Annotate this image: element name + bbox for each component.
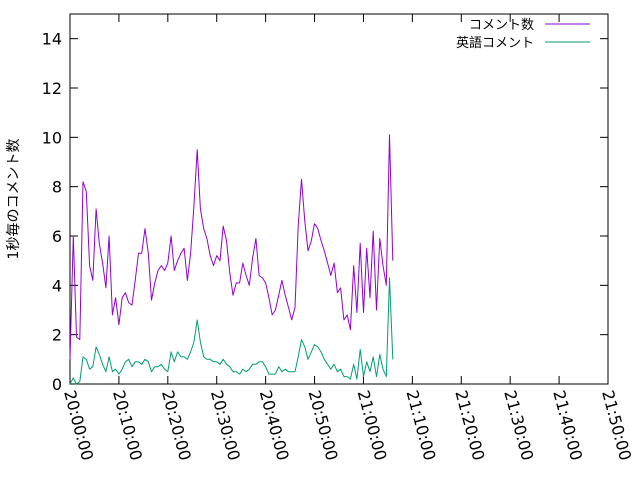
series-lines (69, 134, 394, 385)
x-tick-label: 20:10:00 (109, 388, 146, 462)
y-tick-label: 6 (52, 227, 62, 246)
x-tick-label: 20:40:00 (256, 388, 293, 462)
legend-label-2: 英語コメント (456, 35, 534, 51)
plot-area (69, 13, 609, 385)
series-line-2 (69, 277, 394, 385)
x-tick-label: 20:30:00 (207, 388, 244, 462)
x-tick-label: 21:00:00 (354, 388, 391, 462)
x-tick-label: 21:50:00 (598, 388, 635, 462)
y-tick-label: 12 (42, 79, 62, 98)
y-tick-label: 10 (42, 128, 62, 147)
y-tick-label: 2 (52, 326, 62, 345)
x-tick-label: 21:20:00 (451, 388, 488, 462)
x-tick-label: 20:20:00 (158, 388, 195, 462)
plot-frame (69, 13, 609, 385)
series-line-1 (69, 134, 394, 360)
y-tick-label: 0 (52, 375, 62, 394)
x-tick-label: 21:10:00 (402, 388, 439, 462)
legend-label-1: コメント数 (469, 18, 534, 33)
y-axis-title: 1秒毎のコメント数 (6, 139, 22, 260)
x-tick-label: 20:00:00 (60, 388, 97, 462)
x-tick-label: 20:50:00 (305, 388, 342, 462)
y-axis-ticks: 0 2 4 6 8 10 12 14 (42, 30, 608, 394)
y-tick-label: 4 (52, 276, 62, 295)
x-tick-label: 21:40:00 (549, 388, 586, 462)
y-tick-label: 8 (52, 178, 62, 197)
x-tick-label: 21:30:00 (500, 388, 537, 462)
y-tick-label: 14 (42, 30, 62, 49)
